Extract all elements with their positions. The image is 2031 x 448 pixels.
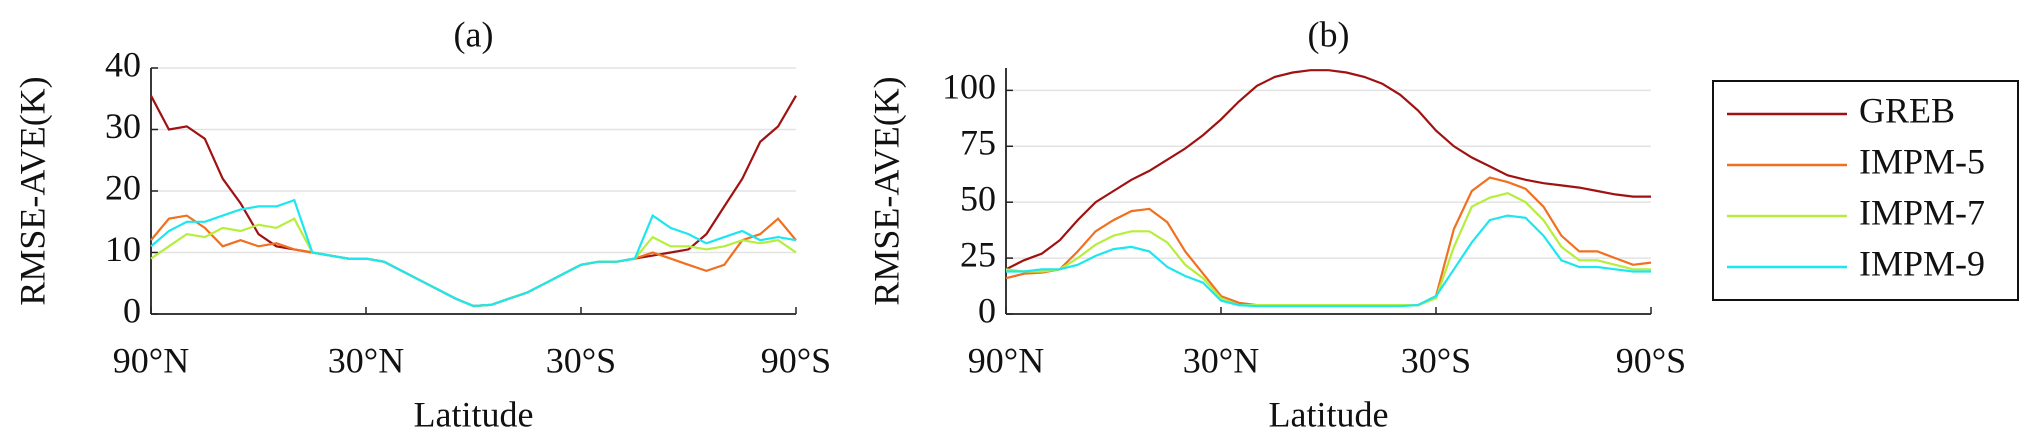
series-line [1005, 69, 1651, 271]
legend-box [1712, 80, 2019, 301]
series-line [1006, 214, 1651, 308]
legend-label: IMPM-5 [1859, 141, 1985, 181]
x-tick-label: 90°S [761, 340, 831, 380]
y-tick-label: 25 [960, 234, 996, 274]
y-tick-label: 75 [960, 123, 996, 163]
y-tick-label: 30 [105, 106, 141, 146]
x-tick-label: 30°N [328, 340, 404, 380]
y-tick-label: 50 [960, 178, 996, 218]
x-tick-label: 30°S [546, 340, 616, 380]
series-line [150, 217, 797, 308]
x-tick-label: 90°N [968, 340, 1044, 380]
y-tick-label: 0 [123, 290, 141, 330]
x-tick-label: 30°S [1401, 340, 1471, 380]
series-line [150, 95, 797, 308]
y-tick-label: 10 [105, 229, 141, 269]
chart-title: (b) [1308, 14, 1350, 54]
y-axis-label: RMSE-AVE(K) [12, 76, 52, 305]
series-line [150, 198, 797, 308]
x-axis-label: Latitude [414, 394, 534, 434]
legend-label: GREB [1859, 90, 1955, 130]
x-tick-label: 90°S [1616, 340, 1686, 380]
y-tick-label: 20 [105, 167, 141, 207]
legend-label: IMPM-7 [1859, 192, 1985, 232]
y-tick-label: 0 [978, 290, 996, 330]
y-tick-label: 100 [942, 67, 996, 107]
x-axis-label: Latitude [1269, 394, 1389, 434]
chart-title: (a) [454, 14, 494, 54]
legend-label: IMPM-9 [1859, 243, 1985, 283]
y-tick-label: 40 [105, 44, 141, 84]
x-tick-label: 90°N [113, 340, 189, 380]
x-tick-label: 30°N [1183, 340, 1259, 380]
y-axis-label: RMSE-AVE(K) [866, 76, 906, 305]
